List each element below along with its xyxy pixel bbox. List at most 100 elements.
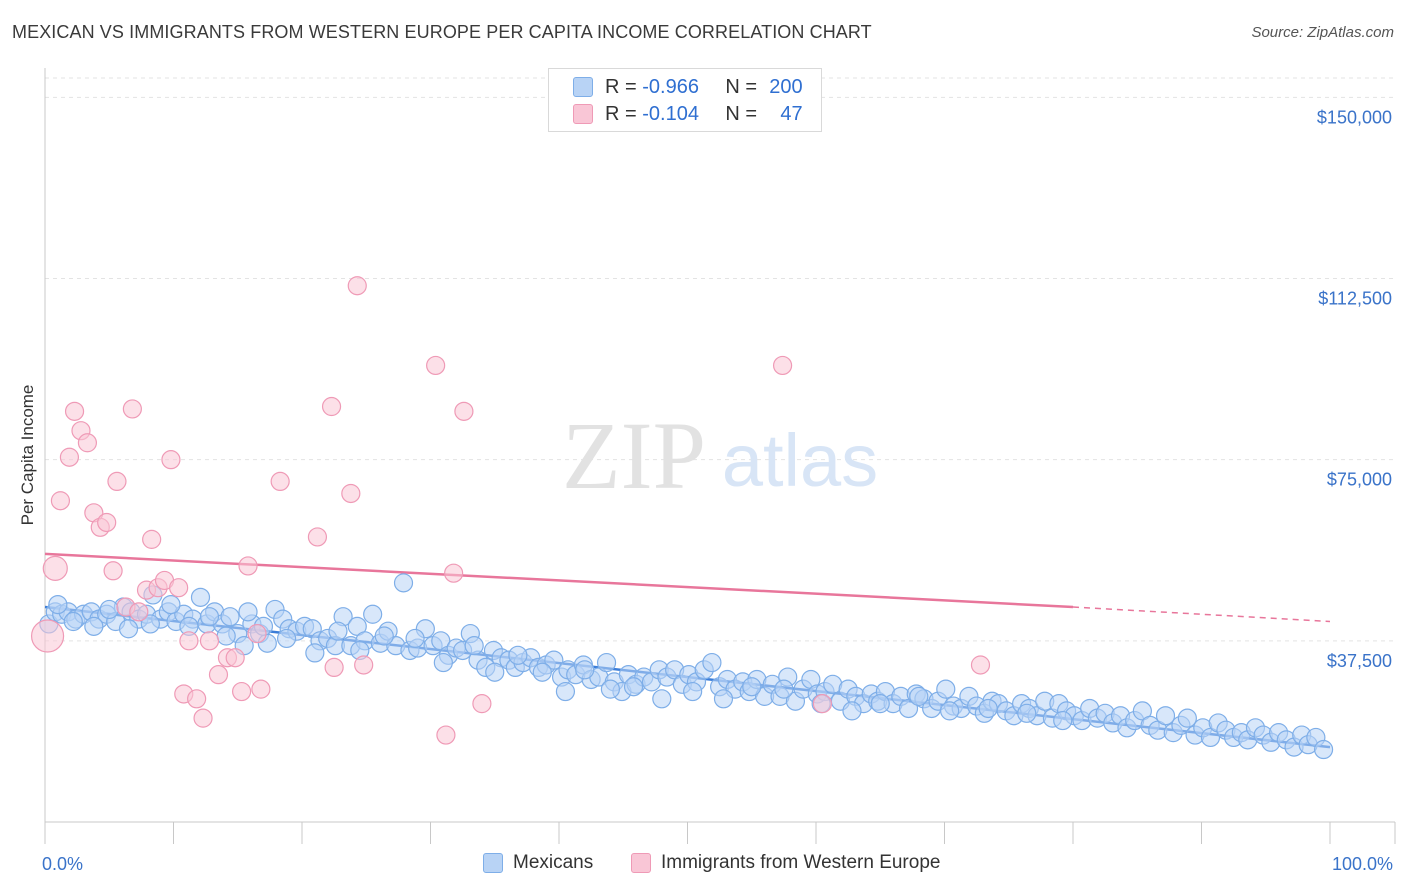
mexicans-point xyxy=(652,689,672,709)
mexicans-point xyxy=(623,677,644,697)
western-europe-point xyxy=(970,655,991,675)
series-legend: Mexicans Immigrants from Western Europe xyxy=(0,852,1406,878)
series-swatch-blue xyxy=(483,853,503,873)
mexicans-point xyxy=(374,626,394,646)
y-tick-labels: $150,000 $112,500 $75,000 $37,500 xyxy=(1317,107,1392,671)
mexicans-point xyxy=(199,607,220,627)
mexicans-point xyxy=(216,626,236,646)
mexicans-point xyxy=(1177,708,1197,728)
mexicans-point xyxy=(140,614,160,634)
legend-n-label: N = xyxy=(725,75,758,98)
western-europe-point xyxy=(77,433,98,453)
mexicans-point xyxy=(190,587,211,607)
mexicans-point xyxy=(555,681,576,702)
mexicans-point xyxy=(870,694,890,714)
western-europe-point xyxy=(354,655,374,675)
watermark-zip: ZIP xyxy=(562,402,706,509)
western-europe-point xyxy=(50,491,71,511)
western-europe-trend-extension xyxy=(1072,606,1331,623)
mexicans-point xyxy=(393,573,414,593)
mexicans-point xyxy=(940,701,960,721)
legend-n-label: N = xyxy=(725,102,758,125)
western-europe-point xyxy=(30,619,65,653)
y-tick-label: $150,000 xyxy=(1317,107,1392,127)
mexicans-point xyxy=(48,594,68,615)
x-tick-labels: 0.0% 100.0% xyxy=(42,854,1393,874)
mexicans-point xyxy=(1155,706,1176,726)
western-europe-point xyxy=(324,657,344,678)
western-europe-point xyxy=(225,648,245,668)
mexicans-point xyxy=(774,679,794,699)
western-europe-trend-line xyxy=(44,552,1074,609)
western-europe-point xyxy=(187,689,207,709)
western-europe-point xyxy=(270,471,290,492)
western-europe-point xyxy=(42,555,68,581)
mexicans-point xyxy=(328,621,348,641)
western-europe-point xyxy=(341,483,361,504)
legend-r-label: R = xyxy=(605,75,637,98)
western-europe-point xyxy=(436,725,456,745)
western-europe-point xyxy=(247,623,267,644)
legend-row-mexicans: R = -0.966 N = 200 xyxy=(573,75,803,99)
western-europe-point xyxy=(129,602,149,622)
x-tick-label: 100.0% xyxy=(1332,854,1393,874)
y-tick-label: $37,500 xyxy=(1327,651,1392,671)
western-europe-point xyxy=(103,561,123,581)
western-europe-point xyxy=(321,396,342,417)
series-legend-western-europe[interactable]: Immigrants from Western Europe xyxy=(631,852,940,874)
western-europe-point xyxy=(59,447,80,467)
mexicans-point xyxy=(1017,703,1037,723)
legend-r-value: -0.104 xyxy=(642,102,699,125)
axes xyxy=(44,68,1396,844)
mexicans-point xyxy=(600,679,621,699)
western-europe-point xyxy=(238,556,258,576)
series-legend-mexicans[interactable]: Mexicans xyxy=(483,852,593,874)
mexicans-point xyxy=(544,650,564,670)
mexicans-point xyxy=(405,628,425,649)
western-europe-point xyxy=(251,679,271,699)
mexicans-point xyxy=(161,594,181,615)
western-europe-point xyxy=(193,708,213,728)
data-points xyxy=(30,276,1334,760)
legend-r-value: -0.966 xyxy=(642,75,699,98)
western-europe-point xyxy=(199,631,220,651)
western-europe-point xyxy=(97,512,117,533)
mexicans-point xyxy=(936,679,956,699)
watermark: ZIP atlas xyxy=(562,402,878,509)
chart-source: Source: ZipAtlas.com xyxy=(1251,24,1394,41)
mexicans-point xyxy=(702,652,722,673)
western-europe-point xyxy=(122,399,142,419)
mexicans-point xyxy=(63,611,83,632)
western-europe-point xyxy=(64,401,85,421)
mexicans-point xyxy=(305,643,325,663)
mexicans-point xyxy=(713,689,734,709)
mexicans-point xyxy=(485,662,505,682)
chart-title: MEXICAN VS IMMIGRANTS FROM WESTERN EUROP… xyxy=(12,22,872,42)
western-europe-point xyxy=(772,355,793,376)
watermark-atlas: atlas xyxy=(722,419,878,502)
mexicans-point xyxy=(596,652,617,673)
mexicans-point xyxy=(84,616,104,636)
western-europe-point xyxy=(107,471,127,492)
mexicans-point xyxy=(363,604,383,624)
western-europe-point xyxy=(232,681,252,702)
mexicans-point xyxy=(508,645,528,665)
mexicans-point xyxy=(464,636,484,656)
mexicans-point xyxy=(433,652,453,673)
western-europe-point xyxy=(307,527,328,547)
legend-n-value: 200 xyxy=(769,75,803,98)
mexicans-point xyxy=(1313,739,1334,760)
mexicans-point xyxy=(978,698,998,719)
correlation-legend: R = -0.966 N = 200 R = -0.104 N = 47 xyxy=(548,68,822,132)
y-tick-label: $75,000 xyxy=(1327,470,1392,490)
legend-swatch-blue xyxy=(573,77,593,97)
mexicans-point xyxy=(532,662,552,682)
mexicans-point xyxy=(276,628,297,649)
mexicans-point xyxy=(683,681,703,702)
western-europe-point xyxy=(812,694,833,714)
western-europe-point xyxy=(444,563,464,583)
mexicans-point xyxy=(842,701,862,721)
y-tick-label: $112,500 xyxy=(1318,288,1392,308)
mexicans-point xyxy=(238,602,258,622)
